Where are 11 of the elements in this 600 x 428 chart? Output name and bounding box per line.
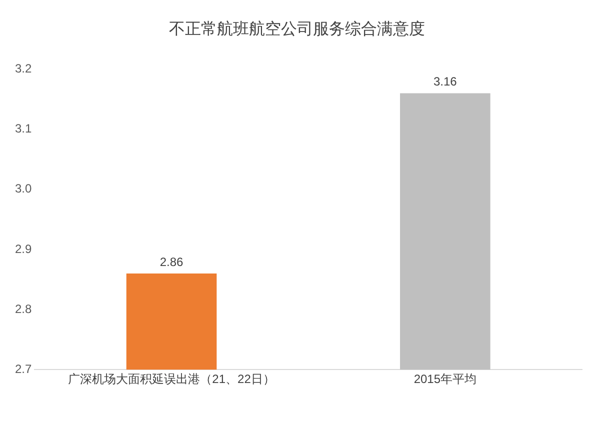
y-tick-label: 2.7 <box>14 362 32 376</box>
x-tick-label: 2015年平均 <box>414 372 477 386</box>
y-tick-label: 2.9 <box>14 242 32 256</box>
data-label: 3.16 <box>433 74 458 89</box>
x-tick-label: 广深机场大面积延误出港（21、22日） <box>68 372 275 386</box>
y-tick-label: 3.1 <box>14 122 32 136</box>
y-tick-label: 3.2 <box>14 62 32 76</box>
y-tick-label: 3.0 <box>14 182 32 196</box>
y-tick-label: 2.8 <box>14 302 32 316</box>
data-label: 2.86 <box>160 254 184 269</box>
chart-title: 不正常航班航空公司服务综合满意度 <box>169 20 425 38</box>
